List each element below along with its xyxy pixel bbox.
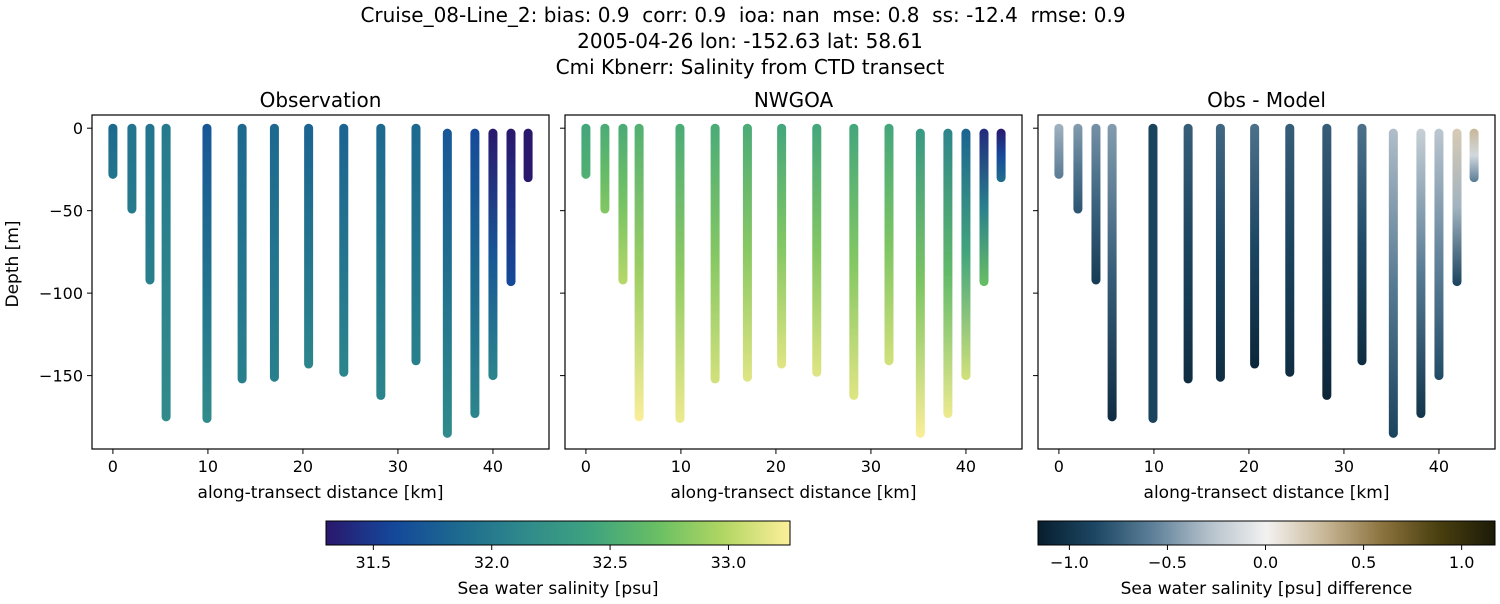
colorbar-gradient <box>1037 520 1496 546</box>
cast-profile <box>1416 128 1426 419</box>
figure-title-line-3: Cmi Kbnerr: Salinity from CTD transect <box>556 55 945 79</box>
cast-profile <box>618 123 628 285</box>
colorbar-tick-label: 1.0 <box>1449 553 1474 572</box>
x-axis-label: along-transect distance [km] <box>1144 483 1390 503</box>
panel-diff: 0 10 20 30 40 Obs - Model along-transect dista… <box>1033 88 1496 503</box>
cast-profile <box>1452 128 1462 287</box>
cast-profile <box>339 123 349 377</box>
cast-profile <box>1183 123 1193 384</box>
colorbar-tick-label: 33.0 <box>711 553 747 572</box>
cast-profile <box>237 123 247 384</box>
x-axis-label: along-transect distance [km] <box>198 483 444 503</box>
cast-profile <box>1388 128 1398 438</box>
colorbar-tick-label: −1.0 <box>1050 553 1089 572</box>
axes-frame <box>1037 114 1496 450</box>
panel-title: NWGOA <box>754 88 834 112</box>
cast-profile <box>1322 123 1332 400</box>
cast-profile <box>442 128 452 438</box>
cast-profile <box>675 123 685 423</box>
cast-profile <box>161 123 171 422</box>
cast-profile <box>849 123 859 400</box>
cast-profile <box>1285 123 1295 377</box>
cast-profile <box>979 128 989 287</box>
cast-profile <box>1148 123 1158 423</box>
colorbar-tick-label: 31.5 <box>356 553 392 572</box>
y-tick-label: −150 <box>39 367 83 386</box>
panel-title: Observation <box>260 88 382 112</box>
cast-profile <box>488 128 498 381</box>
y-axis-label: Depth [m] <box>3 220 23 307</box>
cast-profile <box>108 123 118 179</box>
y-tick-label: 0 <box>73 119 83 138</box>
cast-profile <box>523 128 533 183</box>
panel-title: Obs - Model <box>1207 88 1326 112</box>
axes-frame <box>91 114 550 450</box>
cast-profile <box>634 123 644 422</box>
cast-profile <box>1054 123 1064 179</box>
colorbar-gradient <box>325 520 791 546</box>
cast-profile <box>1469 128 1479 183</box>
cast-profile <box>1073 123 1083 214</box>
colorbar-tick-label: 0.5 <box>1351 553 1376 572</box>
cast-profile <box>1434 128 1444 381</box>
colorbar-label: Sea water salinity [psu] difference <box>1121 579 1413 599</box>
figure-title-line-2: 2005-04-26 lon: -152.63 lat: 58.61 <box>577 29 923 53</box>
colorbar-tick-label: 32.5 <box>592 553 628 572</box>
x-tick-label: 0 <box>108 457 118 476</box>
axes-frame <box>564 114 1023 450</box>
y-tick-label: −50 <box>49 202 83 221</box>
colorbar-label: Sea water salinity [psu] <box>458 579 659 599</box>
cast-profile <box>376 123 386 400</box>
cast-profile <box>202 123 212 423</box>
x-tick-label: 0 <box>1054 457 1064 476</box>
cast-profile <box>961 128 971 381</box>
x-tick-label: 20 <box>766 457 786 476</box>
cast-profile <box>304 123 314 369</box>
panel-obs: 0 10 20 30 40 0 −50 −100 −150 Observation along-tr… <box>3 88 550 503</box>
cast-profile <box>742 123 752 382</box>
colorbar-tick-label: 0.0 <box>1253 553 1278 572</box>
cast-profile <box>710 123 720 384</box>
x-tick-label: 20 <box>293 457 313 476</box>
cast-profile <box>411 123 421 366</box>
cast-profile <box>506 128 516 287</box>
cast-profile <box>812 123 822 377</box>
cast-profile <box>127 123 137 214</box>
cast-profile <box>600 123 610 214</box>
cast-profile <box>915 128 925 438</box>
cast-profile <box>1091 123 1101 285</box>
y-tick-label: −100 <box>39 284 83 303</box>
colorbar-diff: −1.0 −0.5 0.0 0.5 1.0 Sea water salinity [psu… <box>1037 520 1496 599</box>
colorbar-tick-label: −0.5 <box>1148 553 1187 572</box>
x-tick-label: 10 <box>1144 457 1164 476</box>
cast-profile <box>470 128 480 419</box>
x-tick-label: 30 <box>388 457 408 476</box>
cast-profile <box>996 128 1006 183</box>
cast-profile <box>1250 123 1260 369</box>
x-tick-label: 40 <box>483 457 503 476</box>
x-tick-label: 30 <box>1334 457 1354 476</box>
cast-profile <box>943 128 953 419</box>
cast-profile <box>145 123 155 285</box>
x-tick-label: 40 <box>956 457 976 476</box>
cast-profile <box>777 123 787 369</box>
x-tick-label: 30 <box>861 457 881 476</box>
cast-profile <box>581 123 591 179</box>
x-tick-label: 10 <box>198 457 218 476</box>
x-axis-label: along-transect distance [km] <box>671 483 917 503</box>
figure-title-line-1: Cruise_08-Line_2: bias: 0.9 corr: 0.9 io… <box>360 3 1125 27</box>
x-tick-label: 40 <box>1429 457 1449 476</box>
colorbar-haline: 31.5 32.0 32.5 33.0 Sea water salinity [psu] <box>325 520 791 599</box>
cast-profile <box>269 123 279 382</box>
x-tick-label: 0 <box>581 457 591 476</box>
panel-model: 0 10 20 30 40 NWGOA along-transect distance [k… <box>560 88 1023 503</box>
cast-profile <box>1357 123 1367 366</box>
x-tick-label: 10 <box>671 457 691 476</box>
x-tick-label: 20 <box>1239 457 1259 476</box>
cast-profile <box>1215 123 1225 382</box>
colorbar-tick-label: 32.0 <box>474 553 510 572</box>
cast-profile <box>1107 123 1117 422</box>
cast-profile <box>884 123 894 366</box>
